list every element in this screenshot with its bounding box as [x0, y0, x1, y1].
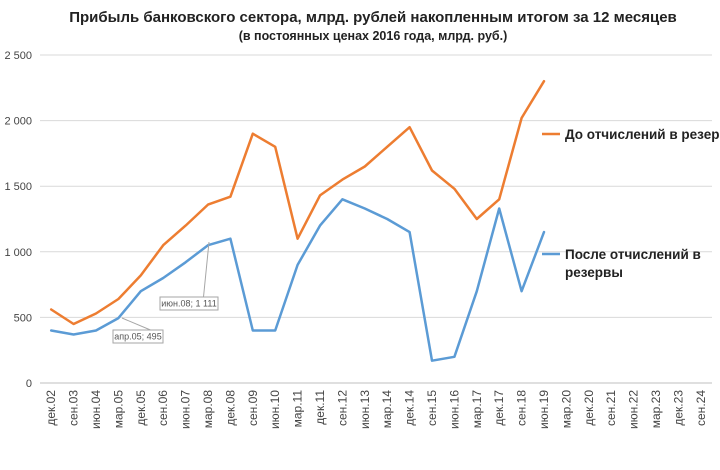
- x-tick-label: дек.02: [44, 390, 58, 426]
- x-tick-label: дек.08: [223, 390, 237, 426]
- annotation-leader: [121, 317, 151, 331]
- annotations: июн.08; 1 111 апр.05; 495: [112, 241, 219, 344]
- legend-label-2: После отчислений в резервы: [565, 247, 701, 280]
- x-tick-label: дек.20: [582, 390, 596, 426]
- annotation-box: [159, 296, 219, 311]
- x-tick-label: дек.11: [313, 390, 327, 425]
- x-tick-label: июн.10: [268, 390, 282, 429]
- legend: До отчислений в резервы После отчислений …: [542, 127, 720, 280]
- chart-title: Прибыль банковского сектора, млрд. рубле…: [69, 9, 677, 26]
- x-tick-label: дек.14: [403, 390, 417, 426]
- x-tick-label: мар.08: [201, 390, 215, 429]
- y-tick-label: 2 000: [4, 116, 32, 128]
- x-tick-label: июн.19: [537, 390, 551, 429]
- y-tick-label: 0: [26, 378, 32, 390]
- x-tick-label: июн.04: [89, 390, 103, 429]
- chart-subtitle: (в постоянных ценах 2016 года, млрд. руб…: [239, 29, 508, 43]
- y-tick-label: 1 000: [4, 247, 32, 259]
- legend-label-1: До отчислений в резервы: [565, 127, 720, 142]
- x-tick-label: мар.23: [649, 390, 663, 429]
- x-tick-label: сен.09: [246, 390, 260, 426]
- annotation-leader: [203, 241, 210, 298]
- x-tick-label: сен.03: [67, 390, 81, 426]
- annotation-label: апр.05; 495: [114, 332, 161, 342]
- x-tick-label: сен.24: [694, 390, 708, 426]
- x-tick-label: сен.06: [156, 390, 170, 426]
- x-tick-label: сен.18: [515, 390, 529, 426]
- x-tick-label: сен.21: [604, 390, 618, 426]
- x-tick-label: дек.05: [134, 390, 148, 426]
- x-tick-label: мар.11: [291, 390, 305, 428]
- x-tick-label: мар.14: [380, 390, 394, 429]
- series-layer: [49, 79, 546, 362]
- x-tick-label: сен.15: [425, 390, 439, 426]
- x-tick-label: сен.12: [335, 390, 349, 426]
- x-tick-label: июн.07: [179, 390, 193, 429]
- x-tick-label: июн.22: [627, 390, 641, 429]
- y-axis-ticks: 0 500 1 000 1 500 2 000 2 500: [4, 50, 32, 390]
- y-tick-label: 2 500: [4, 50, 32, 62]
- x-tick-label: мар.05: [111, 390, 125, 429]
- x-tick-label: дек.17: [492, 390, 506, 426]
- x-tick-label: мар.17: [470, 390, 484, 429]
- series-line-1: [49, 79, 546, 326]
- x-tick-label: мар.20: [559, 390, 573, 429]
- annotation-label: июн.08; 1 111: [161, 299, 216, 309]
- y-tick-label: 1 500: [4, 181, 32, 193]
- x-tick-label: дек.23: [671, 390, 685, 426]
- y-tick-label: 500: [14, 312, 32, 324]
- annotation-box: [112, 329, 164, 344]
- series-line-2: [49, 198, 546, 362]
- x-axis-ticks: дек.02 сен.03 июн.04 мар.05 дек.05 сен.06 июн.…: [44, 390, 708, 429]
- x-tick-label: июн.16: [447, 390, 461, 429]
- x-tick-label: июн.13: [358, 390, 372, 429]
- gridlines: [40, 54, 712, 318]
